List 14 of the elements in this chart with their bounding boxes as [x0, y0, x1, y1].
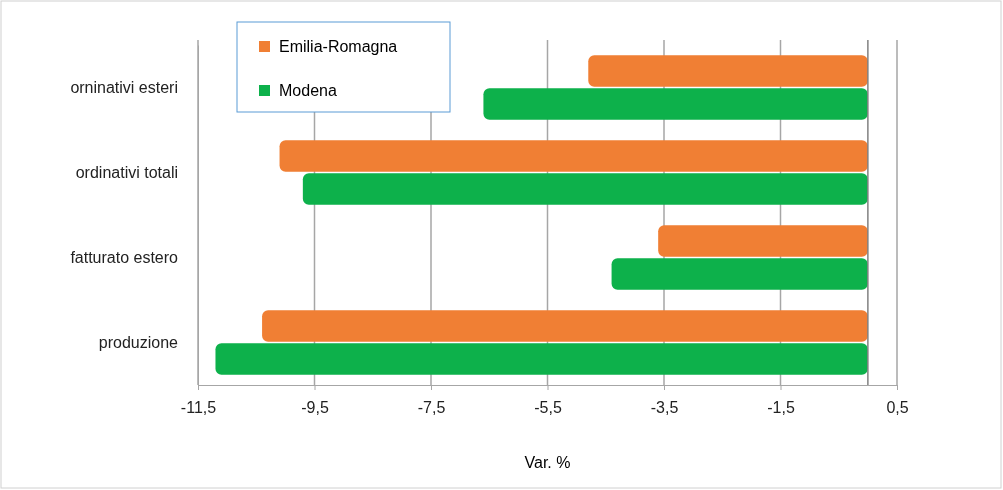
x-tick-label: -9,5	[301, 399, 329, 417]
x-tick-label: -3,5	[650, 399, 679, 417]
legend-label: Emilia-Romagna	[279, 38, 398, 55]
x-tick-label: -11,5	[180, 399, 217, 417]
legend-label: Modena	[279, 82, 337, 99]
y-tick-label: fatturato estero	[70, 248, 179, 266]
y-tick-label: produzione	[98, 333, 179, 351]
x-tick-label: -7,5	[417, 399, 446, 417]
x-axis-title: Var. %	[524, 454, 571, 471]
x-tick-label: -1,5	[767, 399, 795, 417]
y-tick-label: ordinativi totali	[75, 163, 178, 181]
x-tick-label: -5,5	[534, 399, 562, 417]
y-tick-label: orninativi esteri	[70, 78, 178, 96]
x-tick-label: 0,5	[886, 399, 909, 417]
